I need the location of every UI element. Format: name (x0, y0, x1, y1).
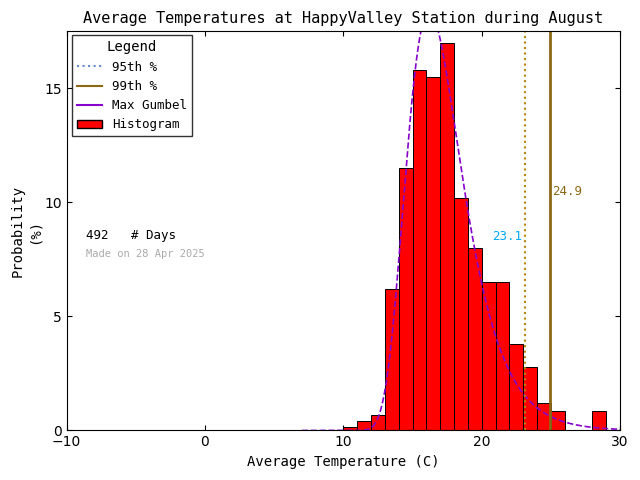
Bar (509, 344, 524, 431)
Y-axis label: Probability
(%): Probability (%) (11, 185, 42, 277)
Text: 24.9: 24.9 (552, 184, 582, 198)
Bar (537, 403, 551, 431)
X-axis label: Average Temperature (C): Average Temperature (C) (247, 455, 440, 469)
Bar (385, 289, 399, 431)
Bar (371, 415, 385, 431)
Text: Made on 28 Apr 2025: Made on 28 Apr 2025 (86, 249, 205, 259)
Bar (440, 43, 454, 431)
Bar (551, 411, 564, 431)
Bar (468, 248, 482, 431)
Bar (343, 427, 357, 431)
Bar (413, 70, 426, 431)
Bar (426, 77, 440, 431)
Text: 492   # Days: 492 # Days (86, 229, 176, 242)
Bar (357, 421, 371, 431)
Title: Average Temperatures at HappyValley Station during August: Average Temperatures at HappyValley Stat… (83, 11, 604, 26)
Bar (454, 198, 468, 431)
Legend: 95th %, 99th %, Max Gumbel, Histogram: 95th %, 99th %, Max Gumbel, Histogram (72, 36, 192, 136)
Text: 23.1: 23.1 (493, 230, 523, 243)
Bar (482, 282, 495, 431)
Bar (593, 411, 606, 431)
Bar (399, 168, 413, 431)
Bar (524, 367, 537, 431)
Bar (495, 282, 509, 431)
